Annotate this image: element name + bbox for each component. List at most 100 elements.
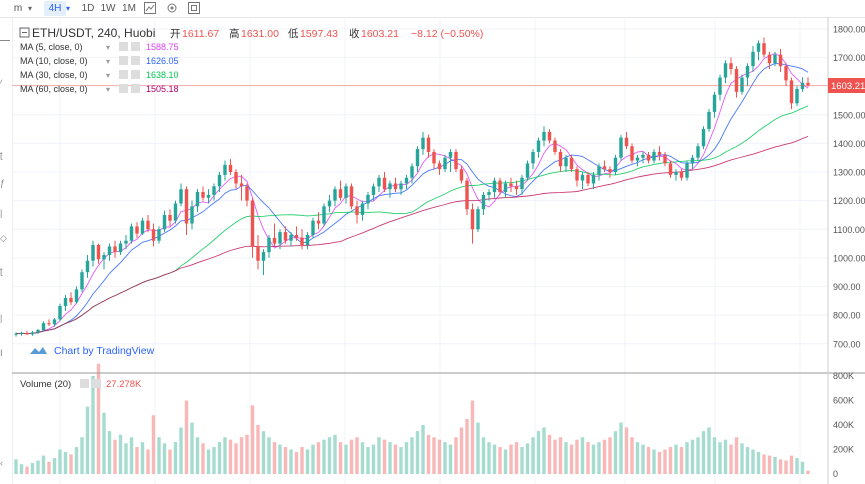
volume-bar <box>718 442 722 474</box>
chevron-down-icon[interactable]: ▾ <box>28 4 33 13</box>
candle <box>459 166 464 184</box>
candle <box>503 180 508 198</box>
price-tick-label: 800.00 <box>833 311 861 321</box>
volume-visibility-icon[interactable] <box>80 379 89 388</box>
volume-bar <box>305 449 310 474</box>
candle <box>674 169 678 181</box>
magnet-tool-icon[interactable]: | <box>0 313 3 323</box>
candle <box>74 286 79 304</box>
volume-legend: Volume (20) 27.278K <box>20 379 142 390</box>
volume-bar <box>767 455 772 474</box>
candle <box>96 243 101 264</box>
screenshot-icon[interactable] <box>188 2 200 14</box>
candle <box>685 160 689 181</box>
candle <box>256 234 260 270</box>
chart-type-icon[interactable] <box>144 2 156 14</box>
minutes-dropdown[interactable]: m <box>13 3 23 14</box>
candle <box>481 192 486 215</box>
volume-bar <box>388 442 392 474</box>
volume-bar <box>102 412 106 474</box>
candle <box>696 143 700 161</box>
open-label: 开 <box>170 28 181 40</box>
indicator-visibility-icon[interactable] <box>119 42 128 51</box>
volume-bar <box>157 437 161 474</box>
drawing-toolbar: ⁄ ʈ ƒ | ◇ ʈ | Ⅰ ‹ <box>0 18 13 484</box>
pattern-tool-icon[interactable]: ◇ <box>0 233 7 243</box>
volume-remove-icon[interactable] <box>92 379 101 388</box>
collapse-icon[interactable]: ‹ <box>0 458 3 468</box>
indicator-visibility-icon[interactable] <box>119 84 128 93</box>
candle <box>311 217 315 238</box>
candle <box>228 159 233 175</box>
volume-bar <box>344 444 348 474</box>
open-value: 1611.67 <box>182 28 219 40</box>
indicator-settings-icon[interactable] <box>131 70 140 79</box>
chevron-down-icon[interactable]: ▾ <box>106 71 110 80</box>
indicator-visibility-icon[interactable] <box>119 56 128 65</box>
volume-bar <box>525 443 530 474</box>
interval-1m[interactable]: 1M <box>122 3 136 14</box>
measure-tool-icon[interactable]: | <box>0 208 3 218</box>
volume-bar <box>377 437 381 474</box>
candle <box>613 154 618 175</box>
candle <box>69 292 73 306</box>
volume-bar <box>338 442 343 474</box>
tradingview-watermark[interactable]: Chart by TradingView <box>30 345 155 357</box>
indicator-visibility-icon[interactable] <box>119 70 128 79</box>
candle <box>789 77 794 110</box>
volume-bar <box>366 447 370 474</box>
high-label: 高 <box>229 27 240 40</box>
price-axis[interactable]: 1800.001700.001600.001500.001400.001300.… <box>833 24 865 349</box>
chevron-down-icon[interactable]: ▾ <box>106 85 110 94</box>
volume-bar <box>300 447 304 474</box>
chevron-down-icon[interactable]: ▾ <box>66 4 71 13</box>
candle <box>410 163 414 184</box>
candle <box>135 222 139 238</box>
volume-bar <box>465 418 469 474</box>
collapse-legend-icon[interactable] <box>19 27 30 38</box>
indicator-settings-icon[interactable] <box>131 84 140 93</box>
volume-bar <box>80 437 84 474</box>
candle <box>190 200 194 230</box>
volume-bar <box>234 443 238 474</box>
candle <box>124 234 128 250</box>
volume-bar <box>773 456 777 474</box>
chevron-down-icon[interactable]: ▾ <box>106 43 110 52</box>
candle <box>415 146 420 172</box>
candle <box>525 160 530 181</box>
candle <box>212 183 216 201</box>
volume-bar <box>267 437 271 474</box>
volume-bar <box>514 442 519 474</box>
brush-tool-icon[interactable]: ⁄ <box>0 78 2 88</box>
chevron-down-icon[interactable]: ▾ <box>106 57 110 66</box>
candle <box>371 183 376 201</box>
volume-axis[interactable]: 800K 600K 400K 200K 0 <box>833 371 854 479</box>
indicator-label: MA (30, close, 0) <box>20 70 88 80</box>
candle <box>52 317 57 327</box>
volume-bar <box>355 437 359 474</box>
indicator-settings-icon[interactable] <box>131 56 140 65</box>
interval-1d[interactable]: 1D <box>81 3 95 14</box>
candle <box>426 134 431 158</box>
text-tool-icon[interactable]: ʈ <box>0 150 3 160</box>
indicator-settings-icon[interactable] <box>131 42 140 51</box>
candle <box>404 174 409 190</box>
lock-tool-icon[interactable]: Ⅰ <box>0 348 3 358</box>
ma-30-line <box>15 105 809 335</box>
candle <box>432 149 436 170</box>
candle <box>366 192 370 210</box>
volume-bar <box>47 461 51 474</box>
volume-bar <box>201 443 205 474</box>
settings-icon[interactable] <box>166 2 178 14</box>
volume-tick-label: 600K <box>833 396 854 406</box>
line-tool-icon[interactable] <box>0 40 10 51</box>
fib-tool-icon[interactable]: ƒ <box>0 178 6 188</box>
zoom-tool-icon[interactable]: ʈ <box>0 266 3 276</box>
interval-1w[interactable]: 1W <box>100 3 116 14</box>
candle <box>646 151 651 164</box>
interval-4h[interactable]: 4H <box>44 1 66 16</box>
candle <box>679 169 684 181</box>
candle <box>234 169 238 190</box>
indicator-row: MA (10, close, 0) ▾ 1626.05 <box>20 56 179 66</box>
